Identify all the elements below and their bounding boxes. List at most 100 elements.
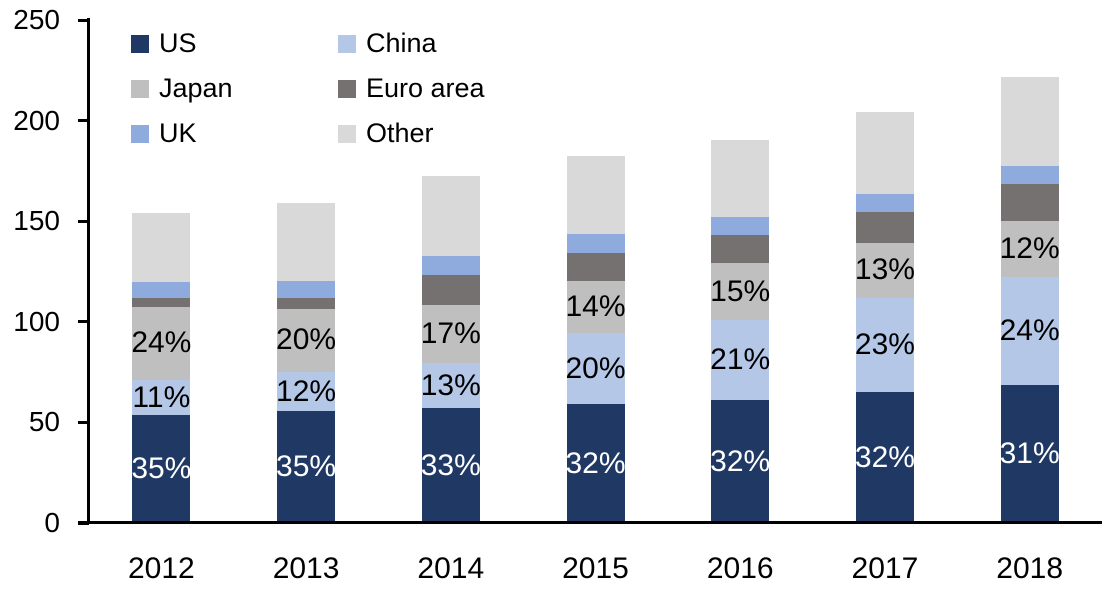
legend-label: UK — [159, 118, 197, 148]
bar-segment-label: 13% — [854, 253, 915, 287]
bar-segment-label: 17% — [420, 316, 481, 350]
bar-segment-china — [132, 380, 191, 416]
bar-segment-euro-area — [421, 274, 480, 305]
bar-segment-euro-area — [711, 235, 770, 264]
y-tick-label: 150 — [13, 205, 60, 237]
bar-segment-uk — [855, 194, 914, 213]
bar-segment-label: 32% — [710, 444, 771, 478]
bar-segment-other — [132, 213, 191, 282]
bar-segment-japan — [277, 308, 336, 373]
year-label: 2012 — [127, 552, 195, 585]
bar-segment-label: 24% — [131, 326, 192, 360]
legend-swatch-icon — [131, 124, 149, 143]
bar-segment-euro-area — [566, 253, 625, 281]
bar-segment-label: 15% — [710, 274, 771, 308]
y-tick-label: 200 — [13, 104, 60, 136]
year-label: 2014 — [417, 552, 485, 585]
year-label: 2018 — [996, 552, 1064, 585]
bar-segment-other — [421, 175, 480, 257]
bar-segment-euro-area — [277, 297, 336, 309]
bar-segment-label: 20% — [565, 351, 626, 385]
legend-item-china: China — [338, 28, 485, 59]
bar-segment-uk — [566, 234, 625, 254]
bar-segment-uk — [1000, 165, 1059, 184]
bar-segment-us — [711, 400, 770, 523]
bar-segment-label: 12% — [999, 231, 1060, 265]
bar-segment-us — [855, 392, 914, 523]
y-tick-label: 250 — [13, 4, 60, 35]
bar-segment-label: 23% — [854, 327, 915, 361]
bar-segment-label: 11% — [132, 380, 191, 414]
legend-swatch-icon — [338, 34, 356, 53]
y-axis-tick — [78, 320, 89, 324]
bar-segment-uk — [277, 280, 336, 298]
legend-swatch-icon — [131, 34, 149, 53]
bar-segment-label: 13% — [420, 368, 481, 402]
y-tick-label: 100 — [13, 305, 60, 337]
bar-segment-label: 32% — [565, 446, 626, 480]
bar-segment-other — [855, 111, 914, 195]
bar-segment-label: 31% — [999, 437, 1060, 471]
legend-item-other: Other — [338, 118, 485, 149]
legend-item-euro-area: Euro area — [338, 73, 485, 104]
bar-segment-japan — [132, 306, 191, 381]
bar-segment-japan — [566, 280, 625, 333]
legend-swatch-icon — [338, 124, 356, 143]
bar-segment-us — [566, 404, 625, 523]
legend: US China Japan Euro area UK Other — [131, 21, 485, 156]
legend-label: Other — [366, 118, 434, 148]
bar-segment-euro-area — [855, 212, 914, 244]
bar-segment-other — [1000, 77, 1059, 166]
bar-segment-china — [566, 332, 625, 405]
y-tick-label: 50 — [28, 406, 60, 438]
bar-segment-us — [277, 411, 336, 523]
bar-segment-china — [711, 319, 770, 401]
legend-label: US — [159, 28, 197, 58]
bar-segment-other — [566, 155, 625, 235]
year-label: 2015 — [562, 552, 629, 585]
legend-swatch-icon — [338, 79, 356, 98]
y-axis-tick — [78, 18, 89, 22]
bar-segment-japan — [421, 304, 480, 364]
legend-label: Japan — [159, 73, 233, 103]
legend-item-us: US — [131, 28, 338, 59]
y-axis-line — [87, 18, 90, 524]
bar-segment-other — [277, 203, 336, 281]
bar-segment-japan — [1000, 221, 1059, 277]
bar-segment-label: 35% — [276, 450, 337, 484]
bar-segment-label: 32% — [854, 440, 915, 474]
legend-label: China — [366, 28, 437, 58]
bar-segment-china — [1000, 276, 1059, 386]
bar-segment-label: 12% — [276, 374, 337, 408]
bar-segment-label: 21% — [710, 343, 771, 377]
bar-segment-label: 14% — [565, 289, 626, 323]
legend-item-japan: Japan — [131, 73, 338, 104]
bar-segment-japan — [855, 243, 914, 298]
y-axis-tick — [78, 420, 89, 424]
bar-segment-uk — [132, 281, 191, 298]
bar-segment-euro-area — [132, 297, 191, 307]
bar-segment-china — [277, 372, 336, 412]
bar-segment-us — [132, 415, 191, 523]
bar-segment-euro-area — [1000, 183, 1059, 222]
bar-segment-label: 20% — [276, 323, 337, 357]
bar-segment-us — [1000, 385, 1059, 523]
year-label: 2013 — [272, 552, 340, 585]
y-axis-tick — [78, 119, 89, 123]
bar-segment-other — [711, 139, 770, 218]
bar-segment-uk — [711, 217, 770, 236]
y-tick-label: 0 — [44, 507, 60, 538]
bar-segment-us — [421, 408, 480, 523]
bar-segment-uk — [421, 256, 480, 275]
bar-segment-label: 24% — [999, 313, 1060, 347]
bar-segment-china — [421, 363, 480, 409]
y-axis-tick — [78, 219, 89, 223]
bar-segment-japan — [711, 263, 770, 320]
x-axis-line — [78, 521, 1102, 524]
year-label: 2017 — [851, 552, 919, 585]
legend-label: Euro area — [366, 73, 485, 103]
bar-segment-label: 35% — [131, 452, 192, 486]
bar-segment-label: 33% — [420, 448, 481, 482]
bar-segment-china — [855, 297, 914, 393]
